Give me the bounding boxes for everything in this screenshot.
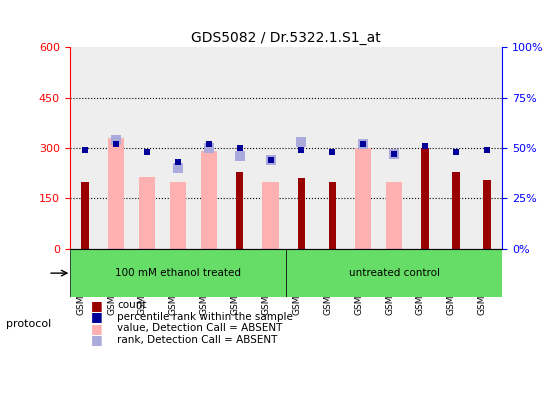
Bar [329, 182, 336, 249]
Text: percentile rank within the sample: percentile rank within the sample [117, 312, 293, 322]
Bar [81, 182, 89, 249]
Bar [262, 182, 278, 249]
Bar [483, 180, 490, 249]
Bar [201, 151, 217, 249]
Text: value, Detection Call = ABSENT: value, Detection Call = ABSENT [117, 323, 283, 333]
Text: 100 mM ethanol treated: 100 mM ethanol treated [115, 268, 241, 278]
Text: protocol: protocol [6, 319, 51, 329]
Bar [236, 172, 243, 249]
Text: untreated control: untreated control [349, 268, 440, 278]
Text: ■: ■ [92, 322, 103, 335]
FancyBboxPatch shape [286, 249, 502, 298]
Text: ■: ■ [92, 299, 103, 312]
Bar [452, 172, 460, 249]
FancyBboxPatch shape [70, 249, 286, 298]
Bar [170, 182, 186, 249]
Text: ■: ■ [92, 333, 103, 346]
Text: count: count [117, 300, 147, 310]
Bar [139, 176, 155, 249]
Title: GDS5082 / Dr.5322.1.S1_at: GDS5082 / Dr.5322.1.S1_at [191, 31, 381, 45]
Text: ■: ■ [92, 310, 103, 323]
Bar [421, 148, 429, 249]
Bar [297, 178, 305, 249]
Bar [386, 182, 402, 249]
Bar [108, 138, 124, 249]
Text: rank, Detection Call = ABSENT: rank, Detection Call = ABSENT [117, 335, 278, 345]
Bar [355, 148, 371, 249]
